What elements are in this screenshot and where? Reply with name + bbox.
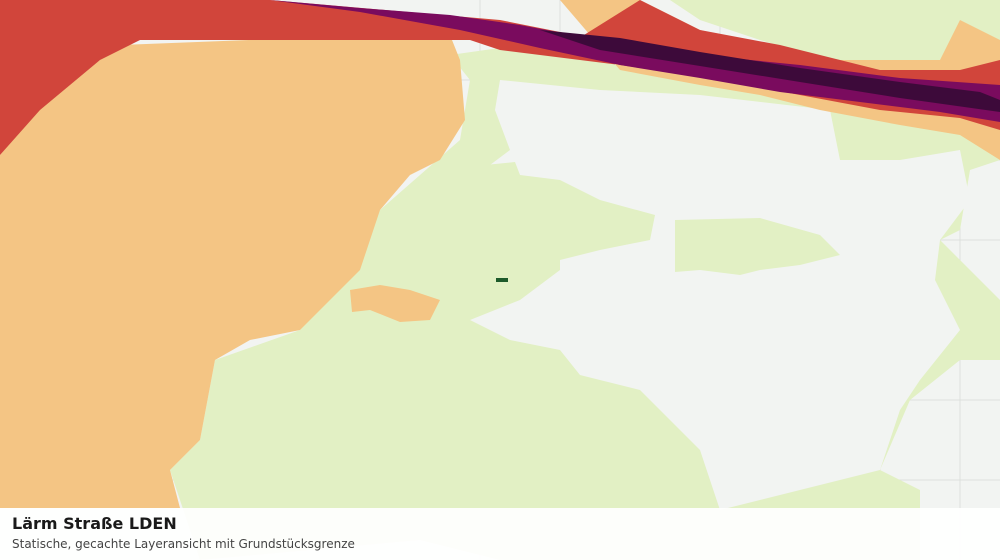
caption-subtitle: Statische, gecachte Layeransicht mit Gru… xyxy=(12,537,355,551)
caption-title: Lärm Straße LDEN xyxy=(12,514,177,533)
parcel-marker xyxy=(496,278,508,282)
quiet-area xyxy=(470,80,970,510)
caption: Lärm Straße LDEN Statische, gecachte Lay… xyxy=(0,508,1000,560)
noise-zone-max xyxy=(540,30,1000,112)
green-patch xyxy=(485,162,840,275)
noise-zone-very-high xyxy=(270,0,1000,122)
noise-zone-medium xyxy=(350,285,440,322)
noise-zone-medium xyxy=(0,35,465,508)
